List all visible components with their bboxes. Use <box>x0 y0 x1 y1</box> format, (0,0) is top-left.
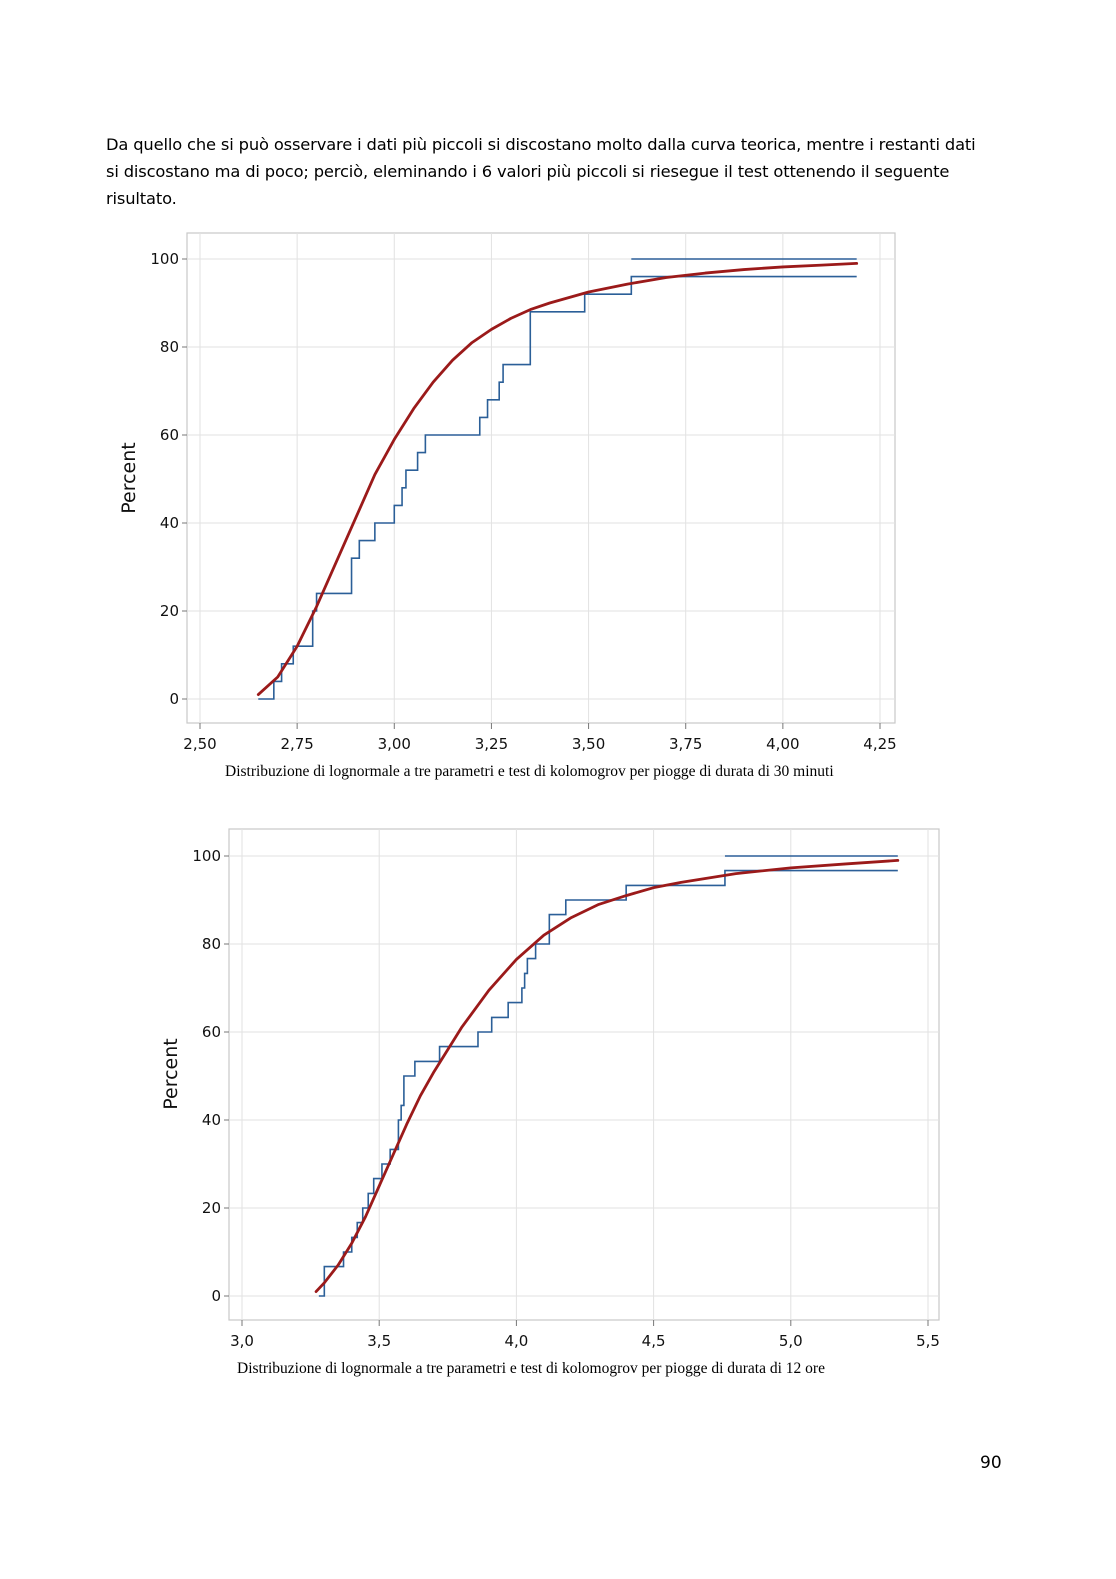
chart2-y-axis-label: Percent <box>160 1038 182 1110</box>
chart1-y-tick-label: 80 <box>160 338 179 356</box>
chart1-x-tick-label: 3,75 <box>669 735 702 753</box>
paragraph-line: si discostano ma di poco; perciò, elemin… <box>106 162 950 181</box>
chart2-empirical-step-line <box>318 855 898 1297</box>
chart1-x-tick-label: 3,25 <box>475 735 508 753</box>
page-number: 90 <box>980 1453 1002 1473</box>
chart2-fitted-cdf-line <box>314 859 900 1293</box>
chart-30-minutes-svg: 0 20 40 60 80 100 2,50 2,75 3,00 3,25 3,50 3,75 4,00… <box>118 232 897 753</box>
chart1-y-tick-label: 40 <box>160 514 179 532</box>
chart2-x-tick-label: 4,5 <box>642 1332 666 1350</box>
chart2-x-tick-label: 3,5 <box>367 1332 391 1350</box>
chart1-y-tick-label: 100 <box>150 250 179 268</box>
chart1-x-tick-label: 2,50 <box>183 735 216 753</box>
chart1-x-tick-label: 4,00 <box>766 735 799 753</box>
paragraph-line: risultato. <box>106 189 177 208</box>
chart1-plot-frame <box>186 232 896 724</box>
chart1-empirical-step-line <box>258 258 857 700</box>
chart1-fitted-cdf-line <box>256 262 859 696</box>
chart-caption-12-hours: Distribuzione di lognormale a tre parame… <box>237 1360 825 1377</box>
chart-caption-30-minutes: Distribuzione di lognormale a tre parame… <box>225 763 834 780</box>
chart2-y-tick-label: 100 <box>192 847 221 865</box>
chart2-plot-frame <box>228 828 940 1321</box>
chart1-x-tick-label: 3,50 <box>572 735 605 753</box>
chart2-y-tick-label: 80 <box>202 935 221 953</box>
chart1-y-axis-label: Percent <box>118 442 140 514</box>
chart2-y-tick-label: 40 <box>202 1111 221 1129</box>
chart2-x-tick-label: 3,0 <box>230 1332 254 1350</box>
chart2-x-tick-label: 5,5 <box>916 1332 940 1350</box>
chart1-x-tick-label: 2,75 <box>280 735 313 753</box>
chart2-y-tick-label: 0 <box>211 1287 221 1305</box>
chart1-x-tick-label: 3,00 <box>378 735 411 753</box>
chart2-x-tick-label: 4,0 <box>504 1332 528 1350</box>
body-paragraph: Da quello che si può osservare i dati pi… <box>106 131 1006 212</box>
paragraph-line: Da quello che si può osservare i dati pi… <box>106 135 976 154</box>
chart-12-hours-svg: 0 20 40 60 80 100 3,0 3,5 4,0 4,5 5,0 5,5 Percent <box>160 828 940 1350</box>
chart1-y-tick-label: 0 <box>169 690 179 708</box>
chart1-y-tick-label: 20 <box>160 602 179 620</box>
chart2-y-tick-label: 60 <box>202 1023 221 1041</box>
chart2-y-tick-label: 20 <box>202 1199 221 1217</box>
chart1-x-tick-label: 4,25 <box>863 735 896 753</box>
chart2-x-tick-label: 5,0 <box>779 1332 803 1350</box>
chart1-y-tick-label: 60 <box>160 426 179 444</box>
